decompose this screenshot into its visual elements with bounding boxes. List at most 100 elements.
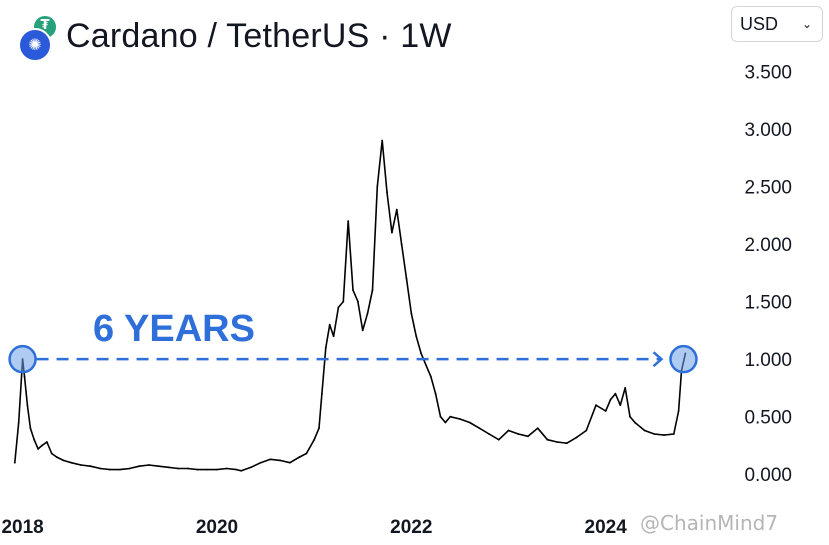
price-point: [624, 387, 627, 389]
price-point: [371, 289, 374, 291]
price-point: [507, 429, 510, 432]
price-point: [337, 306, 340, 309]
price-point: [37, 448, 39, 450]
price-point: [332, 335, 335, 338]
y-tick-label: 0.500: [744, 408, 792, 429]
price-point: [609, 398, 612, 401]
price-point: [395, 208, 398, 211]
annotation-label: 6 YEARS: [93, 308, 255, 350]
price-point: [459, 418, 461, 420]
price-point: [400, 243, 403, 246]
price-point: [595, 404, 597, 407]
chart-title: Cardano / TetherUS · 1W: [66, 16, 452, 55]
price-point: [70, 461, 73, 464]
price-point: [347, 220, 350, 223]
price-point: [321, 392, 323, 395]
price-point: [614, 392, 617, 395]
annotation-start-circle: [8, 344, 37, 374]
price-point: [425, 364, 427, 366]
price-point: [62, 459, 65, 462]
price-point: [643, 429, 646, 432]
price-point: [391, 231, 393, 234]
price-point: [677, 410, 680, 412]
x-tick-label: 2018: [1, 517, 43, 538]
price-point: [634, 421, 636, 424]
chart-header: Cardano / TetherUS · 1W: [14, 12, 452, 62]
price-point: [478, 427, 481, 430]
price-point: [342, 300, 345, 303]
x-axis: 2018 2020 2022 2024: [1, 517, 627, 538]
annotation-end-circle: [669, 344, 698, 374]
price-point: [289, 461, 291, 464]
price-point: [89, 465, 92, 468]
price-point: [225, 467, 228, 470]
price-point: [604, 410, 607, 412]
price-point: [23, 375, 26, 378]
price-point: [585, 429, 588, 432]
price-point: [497, 438, 500, 441]
price-point: [46, 441, 48, 443]
price-point: [33, 438, 36, 441]
price-point: [269, 458, 272, 461]
price-point: [148, 464, 150, 466]
price-point: [157, 465, 160, 468]
price-point: [17, 421, 20, 424]
annotation-layer: 6 YEARS: [8, 308, 698, 374]
price-series-line-0: [14, 139, 687, 472]
price-point: [410, 312, 413, 315]
price-point: [420, 352, 422, 355]
price-point: [167, 466, 170, 469]
price-point: [672, 433, 675, 435]
price-point: [328, 323, 331, 326]
y-tick-label: 3.000: [744, 120, 792, 141]
price-point: [575, 436, 578, 439]
annotation-arrowhead: [652, 351, 664, 368]
price-point: [357, 300, 359, 303]
price-point: [305, 452, 308, 455]
price-point: [366, 312, 369, 315]
price-point: [177, 467, 180, 470]
price-point: [405, 277, 408, 280]
price-point: [439, 415, 442, 418]
price-point: [13, 461, 16, 464]
price-point: [381, 139, 384, 142]
x-tick-label: 2022: [390, 517, 432, 538]
y-tick-label: 0.000: [744, 465, 792, 486]
y-axis: 0.000 0.500 1.000 1.500 2.000 2.500 3.000 3.500: [744, 63, 792, 487]
price-point: [619, 404, 622, 407]
price-point: [128, 467, 131, 470]
price-point: [196, 468, 199, 471]
series-layer: [13, 139, 687, 472]
price-point: [361, 329, 364, 332]
price-point: [138, 465, 141, 468]
y-tick-label: 1.500: [744, 293, 792, 314]
y-tick-label: 2.500: [744, 178, 792, 199]
price-point: [313, 438, 316, 441]
price-point: [26, 404, 29, 407]
price-point: [99, 467, 102, 470]
price-point: [517, 433, 520, 435]
price-point: [415, 335, 418, 338]
price-point: [118, 468, 121, 471]
price-point: [527, 435, 529, 438]
currency-select[interactable]: USD ⌄: [731, 6, 823, 42]
x-tick-label: 2020: [196, 517, 238, 538]
price-point: [663, 434, 665, 436]
price-point: [468, 421, 471, 424]
price-point: [488, 433, 490, 435]
price-point: [250, 466, 252, 469]
x-tick-label: 2024: [585, 517, 628, 538]
price-point: [216, 468, 218, 471]
price-point: [318, 427, 320, 430]
price-point: [429, 375, 432, 378]
chevron-down-icon: ⌄: [801, 17, 812, 31]
price-point: [279, 459, 281, 462]
price-point: [55, 456, 58, 458]
price-point: [41, 444, 43, 447]
price-point: [556, 441, 558, 443]
price-point: [324, 346, 327, 349]
price-point: [29, 427, 32, 430]
y-tick-label: 1.000: [744, 350, 792, 371]
watermark-text: @ChainMind7: [640, 511, 779, 535]
